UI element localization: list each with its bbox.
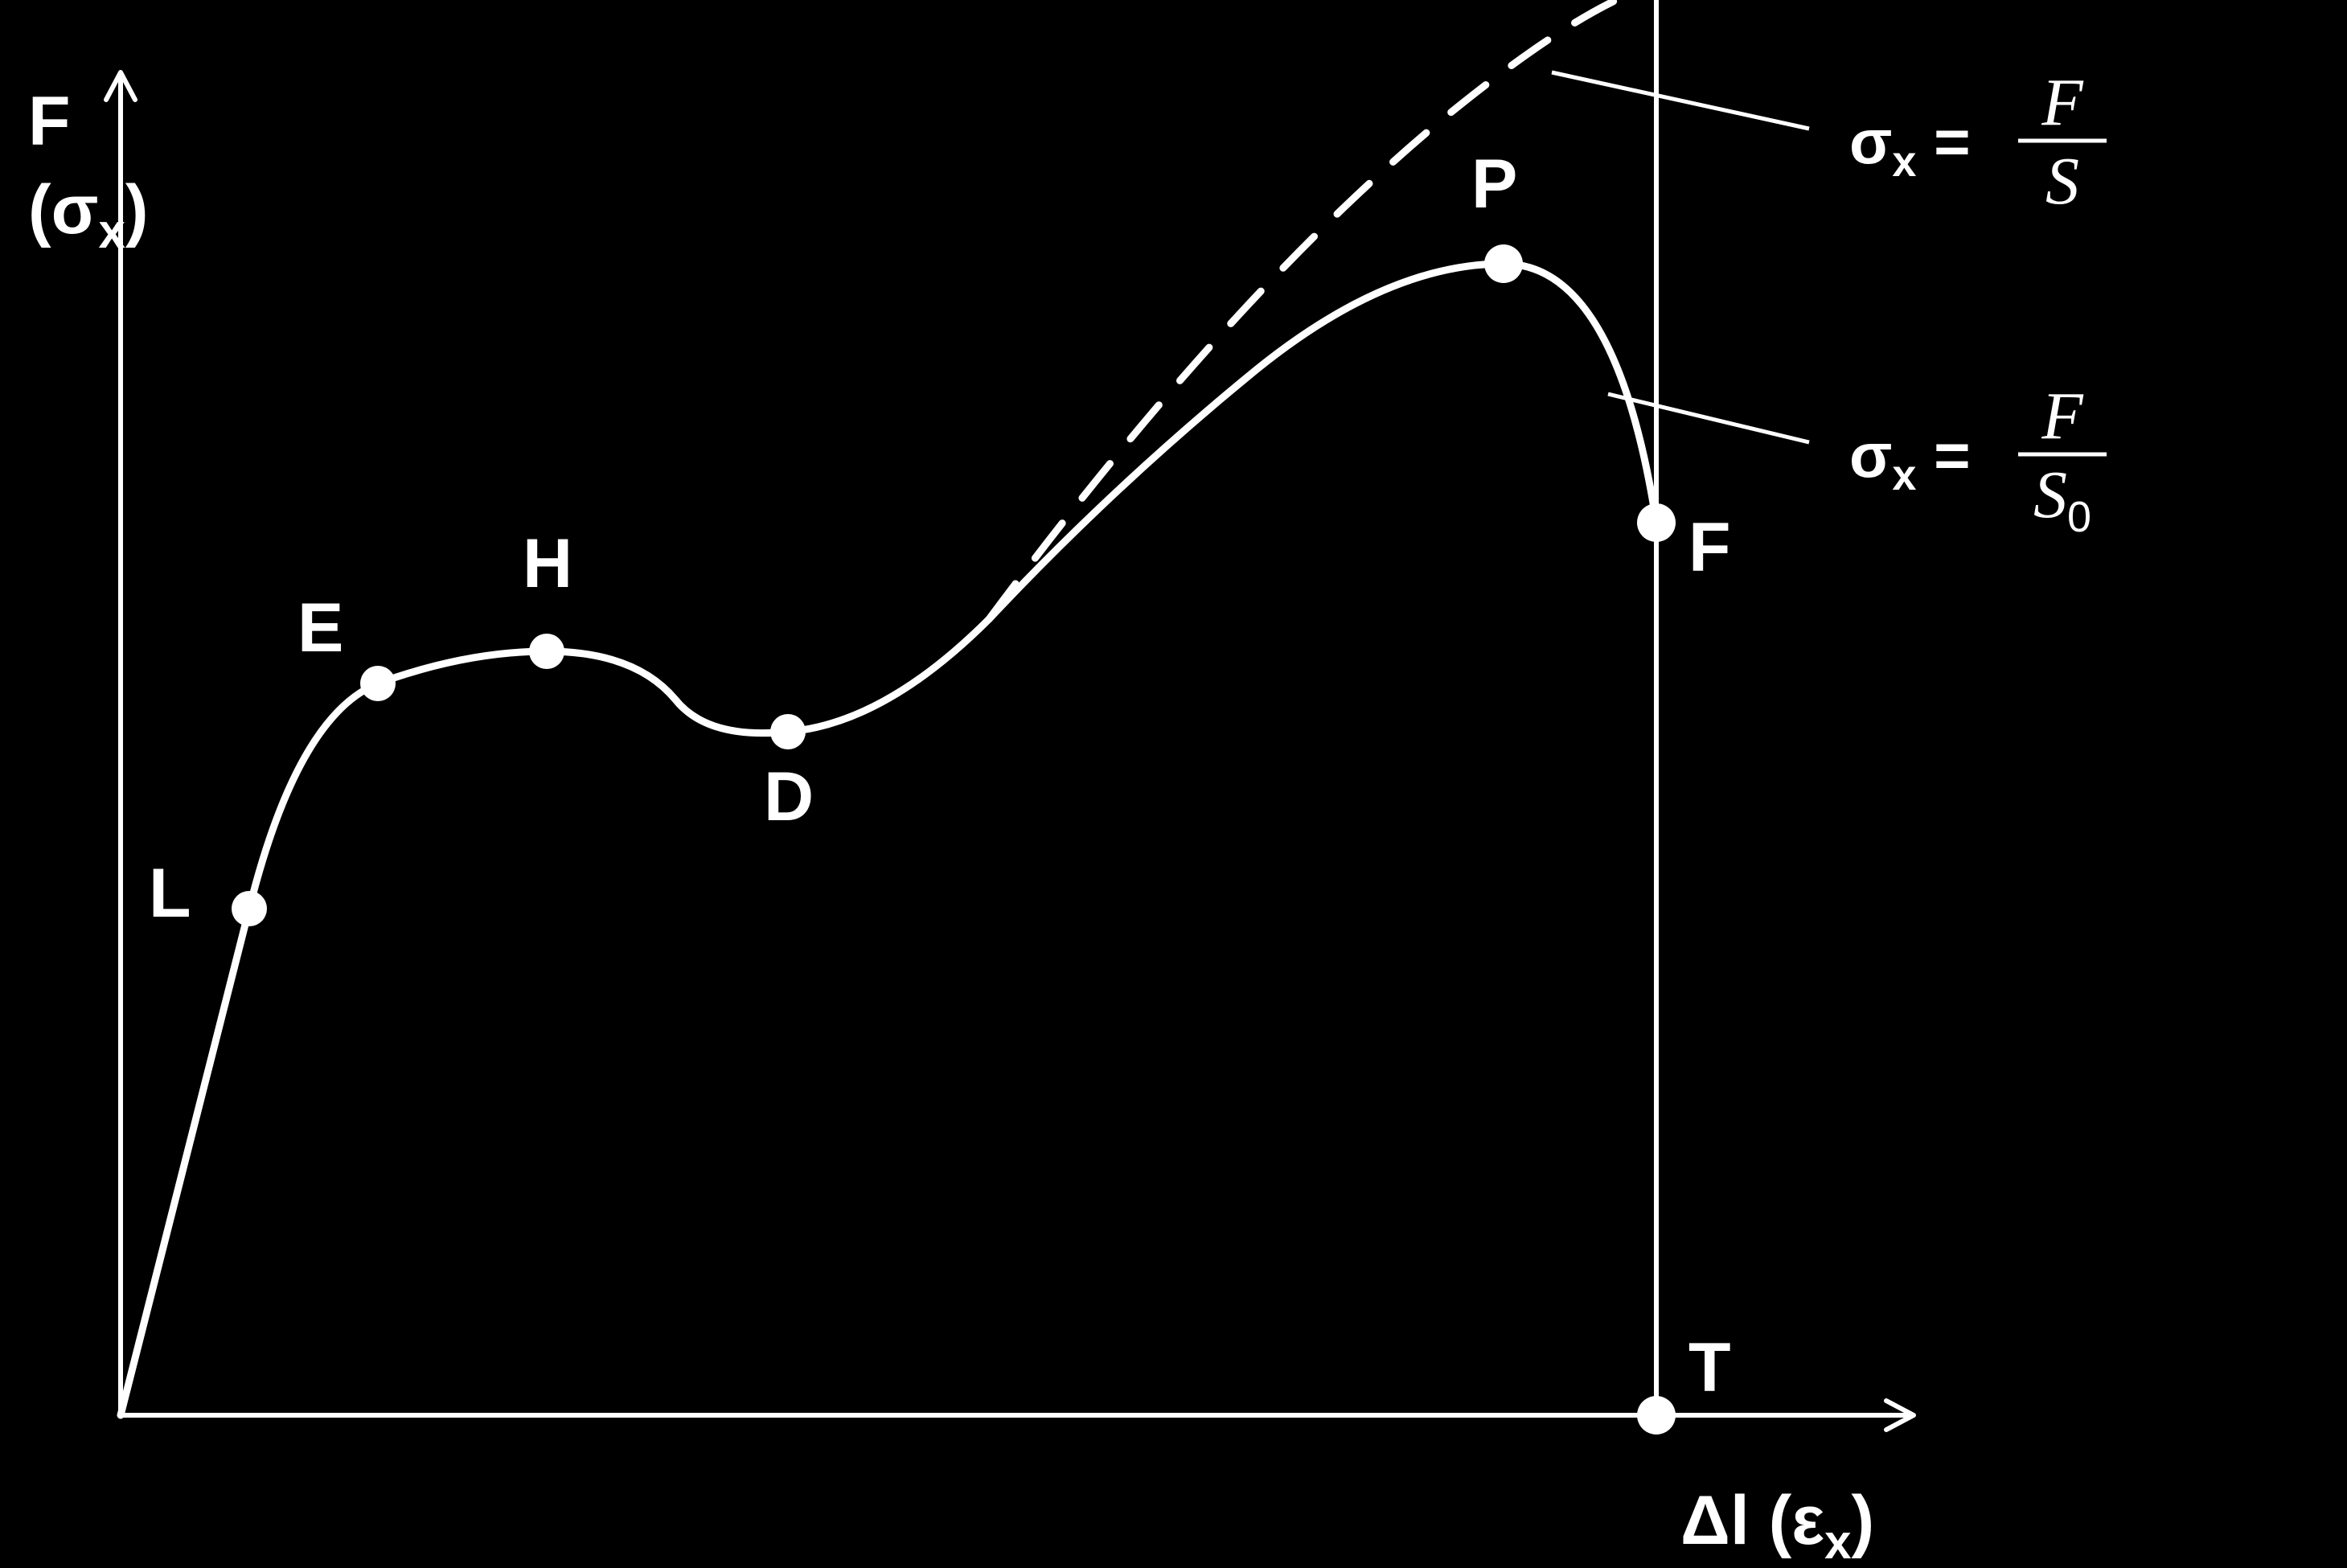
engineering-stress-curve xyxy=(121,264,1656,1415)
point-L xyxy=(232,891,267,926)
point-label-T: T xyxy=(1688,1329,1731,1406)
formula-nominal-left: σx = xyxy=(1849,420,1971,499)
point-label-D: D xyxy=(764,758,814,835)
leader-line xyxy=(1552,72,1809,129)
point-T xyxy=(1637,1396,1676,1435)
point-D xyxy=(770,714,806,749)
x-axis-label: Δl (εx) xyxy=(1680,1482,1874,1568)
point-label-L: L xyxy=(149,855,191,932)
stress-strain-diagram: LEHDPFTF(σx)Δl (εx)σx = FSσx = FS0 xyxy=(0,0,2347,1568)
y-axis-label-F: F xyxy=(28,83,71,160)
point-F xyxy=(1637,503,1676,542)
formula-nominal-num: F xyxy=(2041,379,2084,454)
point-label-P: P xyxy=(1471,146,1517,223)
point-label-E: E xyxy=(297,589,343,667)
y-axis-label-sigma: (σx) xyxy=(28,171,149,258)
point-H xyxy=(529,634,564,669)
point-label-F: F xyxy=(1688,509,1731,586)
formula-true-num: F xyxy=(2041,65,2084,140)
point-E xyxy=(360,666,396,701)
point-P xyxy=(1484,244,1523,283)
formula-nominal-den: S0 xyxy=(2033,458,2091,541)
point-label-H: H xyxy=(523,525,572,602)
formula-true-den: S xyxy=(2045,144,2079,219)
true-stress-curve xyxy=(989,0,1656,619)
formula-true-left: σx = xyxy=(1849,106,1971,186)
